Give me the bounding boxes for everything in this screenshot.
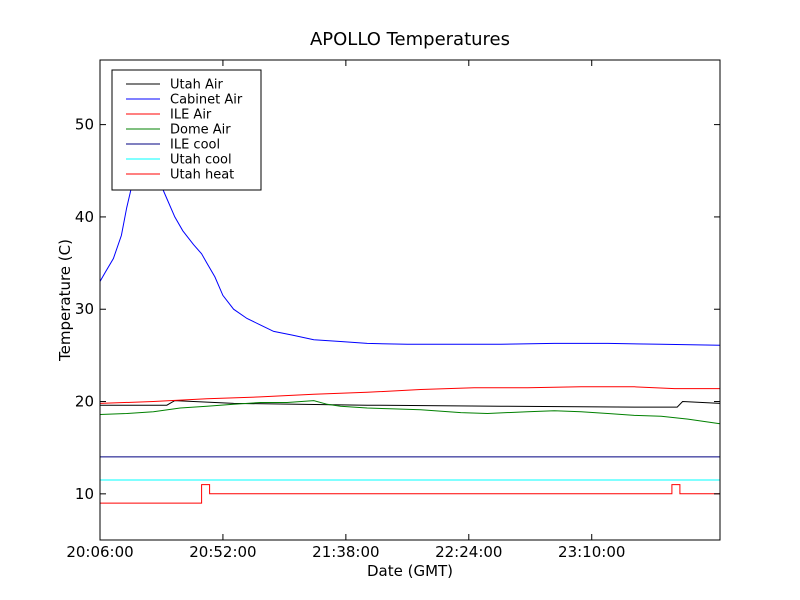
series-line-utah-air (100, 400, 721, 408)
x-tick-label: 20:06:00 (66, 543, 133, 561)
legend-frame (111, 69, 262, 191)
legend-label: ILE cool (170, 138, 220, 153)
x-tick-label: 20:52:00 (189, 543, 256, 561)
legend-label: Utah cool (170, 153, 232, 168)
legend-label: Cabinet Air (170, 93, 243, 108)
y-tick-label: 40 (75, 208, 94, 226)
series-line-ile-air (99, 386, 720, 404)
y-tick-label: 50 (75, 116, 94, 134)
y-tick-label: 20 (75, 393, 94, 411)
plot-frame (99, 59, 721, 541)
chart-title: APOLLO Temperatures (310, 29, 510, 50)
x-tick-label: 23:10:00 (558, 543, 625, 561)
series-line-utah-heat (100, 484, 720, 504)
x-tick-label: 22:24:00 (435, 543, 502, 561)
y-tick-label: 30 (75, 300, 94, 318)
legend-label: ILE Air (170, 108, 212, 123)
legend-label: Utah heat (170, 168, 234, 183)
y-tick-label: 10 (75, 485, 94, 503)
y-axis-label: Temperature (C) (56, 239, 74, 362)
series-line-dome-air (99, 400, 721, 425)
legend-label: Dome Air (170, 123, 231, 138)
tick-layer: 20:06:00 20:52:00 21:38:00 22:24:00 23:10:00… (66, 60, 720, 561)
legend-label: Utah Air (170, 78, 223, 93)
x-axis-label: Date (GMT) (367, 562, 453, 580)
x-tick-label: 21:38:00 (312, 543, 379, 561)
